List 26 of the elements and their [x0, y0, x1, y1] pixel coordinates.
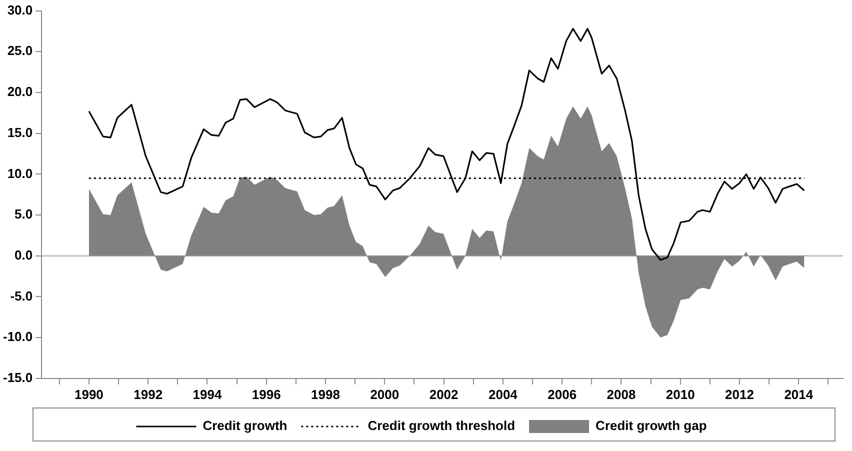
- y-tick-label: 25.0: [7, 43, 33, 58]
- y-tick-label: 5.0: [14, 206, 33, 222]
- x-tick-label: 2012: [725, 386, 754, 402]
- x-tick-label: 1994: [192, 386, 222, 402]
- y-tick-label: 15.0: [7, 124, 33, 140]
- y-tick-label: 20.0: [7, 84, 33, 100]
- y-tick-label: 10.0: [7, 166, 33, 181]
- x-tick-label: 2010: [666, 386, 695, 402]
- legend-label: Credit growth: [202, 418, 288, 434]
- legend-label: Credit growth gap: [596, 418, 707, 434]
- x-tick-label: 1996: [252, 386, 281, 402]
- x-tick-label: 1992: [134, 386, 163, 402]
- x-tick-label: 2004: [488, 386, 518, 402]
- x-tick-label: 2008: [606, 386, 636, 402]
- y-tick-label: 30.0: [7, 2, 33, 18]
- x-tick-label: 1998: [311, 386, 340, 402]
- y-tick-label: -10.0: [2, 329, 33, 344]
- x-tick-label: 1990: [74, 386, 104, 402]
- x-tick-label: 2002: [429, 386, 458, 402]
- y-tick-label: 0.0: [14, 247, 33, 262]
- x-tick-label: 2014: [784, 386, 814, 402]
- legend-label: Credit growth threshold: [368, 418, 516, 434]
- x-tick-label: 2000: [370, 386, 400, 402]
- y-tick-label: -5.0: [10, 288, 33, 304]
- x-tick-label: 2006: [548, 386, 577, 402]
- y-tick-label: -15.0: [2, 370, 33, 385]
